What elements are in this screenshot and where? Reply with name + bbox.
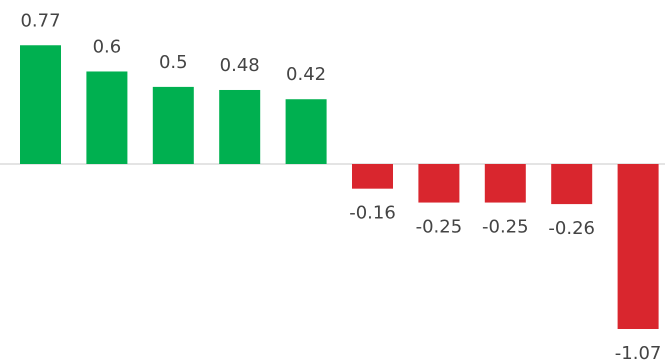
bar (484, 164, 526, 203)
bar (152, 86, 194, 164)
value-label: 0.5 (159, 52, 188, 73)
bar (617, 164, 659, 329)
value-label: 0.42 (286, 64, 326, 85)
value-label: 0.48 (220, 55, 260, 76)
value-label: -1.07 (615, 343, 662, 364)
value-label: -0.25 (482, 217, 529, 238)
value-label: 0.77 (20, 10, 60, 31)
bar (352, 164, 393, 189)
bar (285, 99, 327, 164)
value-label: -0.25 (416, 217, 463, 238)
bar (219, 89, 261, 164)
bar (551, 164, 593, 205)
value-label: -0.26 (548, 218, 595, 239)
bar (418, 164, 460, 203)
value-label: -0.16 (349, 203, 396, 224)
value-label: 0.6 (93, 36, 122, 57)
bar (86, 71, 128, 164)
bar (20, 45, 61, 164)
